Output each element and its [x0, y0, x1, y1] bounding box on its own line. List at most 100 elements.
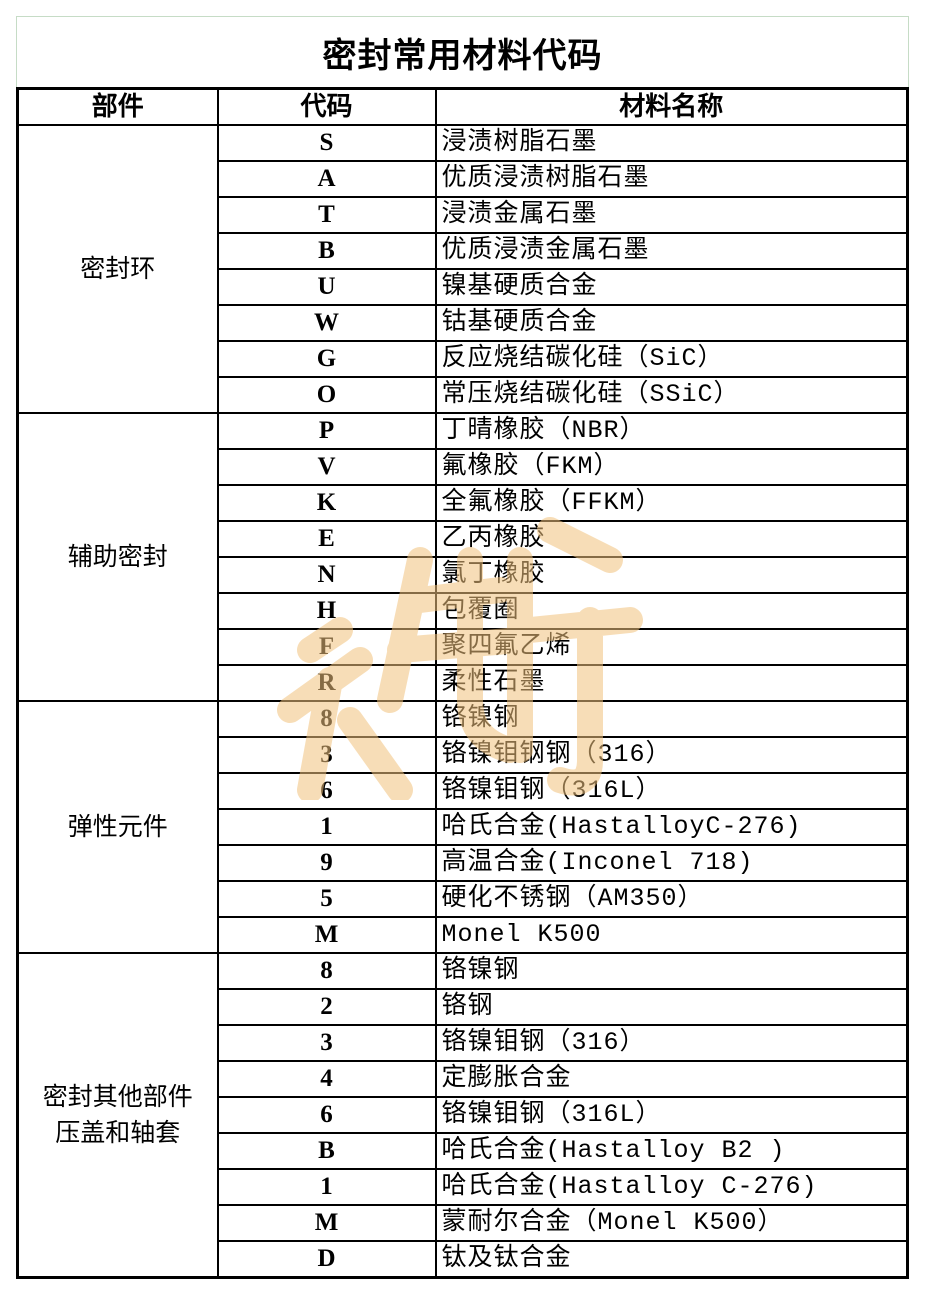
- code-cell: 2: [216, 988, 437, 1026]
- code-cell: K: [216, 484, 437, 522]
- material-name-cell: 哈氏合金(Hastalloy B2 ): [434, 1132, 909, 1170]
- table-row: K 全氟橡胶（FFKM）: [18, 484, 909, 522]
- header-row: 部件 代码 材料名称: [16, 87, 909, 126]
- material-name-cell: 包覆圈: [434, 592, 909, 630]
- table-row: G 反应烧结碳化硅（SiC）: [18, 340, 909, 378]
- code-cell: H: [216, 592, 437, 630]
- header-name: 材料名称: [434, 87, 909, 126]
- table-row: 2 铬钢: [18, 988, 909, 1026]
- material-name-cell: 铬钢: [434, 988, 909, 1026]
- header-code: 代码: [216, 87, 437, 126]
- table-row: O 常压烧结碳化硅（SSiC）: [18, 376, 909, 414]
- material-name-cell: 浸渍树脂石墨: [434, 124, 909, 162]
- material-name-cell: 铬镍钼钢钢（316）: [434, 736, 909, 774]
- material-name-cell: 乙丙橡胶: [434, 520, 909, 558]
- code-cell: 4: [216, 1060, 437, 1098]
- code-cell: M: [216, 916, 437, 954]
- code-cell: 6: [216, 772, 437, 810]
- material-name-cell: 哈氏合金(HastalloyC-276): [434, 808, 909, 846]
- material-name-cell: 常压烧结碳化硅（SSiC）: [434, 376, 909, 414]
- table-row: M 蒙耐尔合金（Monel K500）: [18, 1204, 909, 1242]
- code-cell: O: [216, 376, 437, 414]
- code-cell: 8: [216, 700, 437, 738]
- code-cell: 5: [216, 880, 437, 918]
- code-cell: G: [216, 340, 437, 378]
- code-cell: A: [216, 160, 437, 198]
- code-cell: F: [216, 628, 437, 666]
- material-name-cell: 钴基硬质合金: [434, 304, 909, 342]
- material-name-cell: 硬化不锈钢（AM350）: [434, 880, 909, 918]
- table-row: A 优质浸渍树脂石墨: [18, 160, 909, 198]
- material-name-cell: 丁晴橡胶（NBR）: [434, 412, 909, 450]
- material-name-cell: 铬镍钢: [434, 700, 909, 738]
- material-name-cell: 聚四氟乙烯: [434, 628, 909, 666]
- material-name-cell: 哈氏合金(Hastalloy C-276): [434, 1168, 909, 1206]
- code-cell: D: [216, 1240, 437, 1279]
- code-cell: N: [216, 556, 437, 594]
- table-row: 1 哈氏合金(HastalloyC-276): [18, 808, 909, 846]
- material-name-cell: 全氟橡胶（FFKM）: [434, 484, 909, 522]
- code-cell: 1: [216, 1168, 437, 1206]
- code-cell: T: [216, 196, 437, 234]
- code-cell: U: [216, 268, 437, 306]
- code-cell: R: [216, 664, 437, 702]
- part-cell: 辅助密封: [16, 412, 219, 702]
- table-row: U 镍基硬质合金: [18, 268, 909, 306]
- material-name-cell: 蒙耐尔合金（Monel K500）: [434, 1204, 909, 1242]
- table-row: 5 硬化不锈钢（AM350）: [18, 880, 909, 918]
- code-cell: M: [216, 1204, 437, 1242]
- material-name-cell: 氯丁橡胶: [434, 556, 909, 594]
- material-name-cell: 柔性石墨: [434, 664, 909, 702]
- code-cell: S: [216, 124, 437, 162]
- code-cell: 1: [216, 808, 437, 846]
- material-name-cell: 镍基硬质合金: [434, 268, 909, 306]
- code-cell: P: [216, 412, 437, 450]
- material-name-cell: 铬镍钢: [434, 952, 909, 990]
- table-row: D 钛及钛合金: [18, 1240, 909, 1279]
- code-cell: 9: [216, 844, 437, 882]
- table-row: W 钴基硬质合金: [18, 304, 909, 342]
- table-row: 1 哈氏合金(Hastalloy C-276): [18, 1168, 909, 1206]
- table-row: 6 铬镍钼钢（316L）: [18, 1096, 909, 1134]
- code-cell: 8: [216, 952, 437, 990]
- table-row: M Monel K500: [18, 916, 909, 954]
- material-name-cell: 优质浸渍树脂石墨: [434, 160, 909, 198]
- part-cell: 弹性元件: [16, 700, 219, 954]
- table-row: V 氟橡胶（FKM）: [18, 448, 909, 486]
- code-cell: 3: [216, 736, 437, 774]
- table-row: 密封其他部件 压盖和轴套 8 铬镍钢: [16, 952, 909, 1279]
- code-cell: W: [216, 304, 437, 342]
- header-part: 部件: [16, 87, 219, 126]
- code-cell: B: [216, 232, 437, 270]
- material-name-cell: 铬镍钼钢（316L）: [434, 1096, 909, 1134]
- code-cell: 6: [216, 1096, 437, 1134]
- table-row: 弹性元件 8 铬镍钢: [16, 700, 909, 954]
- table-row: 3 铬镍钼钢（316）: [18, 1024, 909, 1062]
- code-cell: B: [216, 1132, 437, 1170]
- table-title: 密封常用材料代码: [16, 16, 909, 87]
- material-name-cell: 反应烧结碳化硅（SiC）: [434, 340, 909, 378]
- table-row: T 浸渍金属石墨: [18, 196, 909, 234]
- material-name-cell: 高温合金(Inconel 718): [434, 844, 909, 882]
- table-row: 密封环 S 浸渍树脂石墨: [16, 124, 909, 414]
- material-name-cell: Monel K500: [434, 916, 909, 954]
- material-name-cell: 定膨胀合金: [434, 1060, 909, 1098]
- table-row: B 哈氏合金(Hastalloy B2 ): [18, 1132, 909, 1170]
- table-body: 密封环 S 浸渍树脂石墨 A 优质浸渍树脂石墨 T 浸渍金属石墨 B 优质浸渍金属石墨 U 镍基硬质…: [16, 124, 909, 1279]
- code-cell: V: [216, 448, 437, 486]
- part-cell: 密封环: [16, 124, 219, 414]
- materials-table: 部件 代码 材料名称 密封环 S 浸渍树脂石墨 A 优质浸渍树脂石墨 T 浸渍金属石墨 B 优质…: [16, 87, 909, 1279]
- material-name-cell: 氟橡胶（FKM）: [434, 448, 909, 486]
- part-cell: 密封其他部件 压盖和轴套: [16, 952, 219, 1279]
- material-name-cell: 铬镍钼钢（316L）: [434, 772, 909, 810]
- code-cell: E: [216, 520, 437, 558]
- material-name-cell: 浸渍金属石墨: [434, 196, 909, 234]
- code-cell: 3: [216, 1024, 437, 1062]
- table-row: 9 高温合金(Inconel 718): [18, 844, 909, 882]
- table-row: B 优质浸渍金属石墨: [18, 232, 909, 270]
- material-name-cell: 铬镍钼钢（316）: [434, 1024, 909, 1062]
- table-row: 辅助密封 P 丁晴橡胶（NBR）: [16, 412, 909, 702]
- material-name-cell: 优质浸渍金属石墨: [434, 232, 909, 270]
- material-name-cell: 钛及钛合金: [434, 1240, 909, 1279]
- table-row: 4 定膨胀合金: [18, 1060, 909, 1098]
